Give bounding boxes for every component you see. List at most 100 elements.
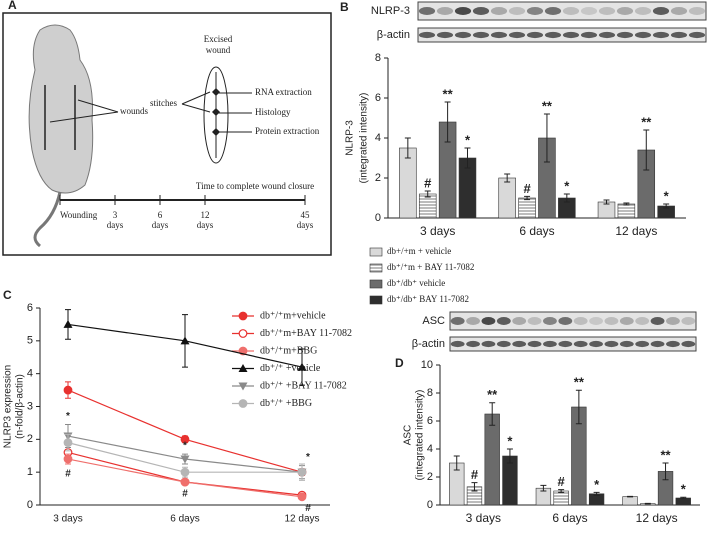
panel-label: A <box>8 0 17 12</box>
blot-band <box>496 317 511 325</box>
blot-band <box>450 340 465 348</box>
blot-band <box>558 317 573 325</box>
point <box>297 362 307 371</box>
blot-band <box>436 7 454 15</box>
blot-label: β-actin <box>377 29 410 41</box>
protein-label: Protein extraction <box>255 126 320 136</box>
significance-label: ** <box>487 387 498 402</box>
arrow <box>181 91 211 105</box>
blot-band <box>562 31 580 39</box>
bar <box>498 177 516 219</box>
significance-label: # <box>182 488 188 499</box>
point <box>297 467 307 477</box>
y-tick-label: 2 <box>427 471 433 483</box>
blot-band <box>454 31 472 39</box>
error-bar <box>627 495 634 498</box>
y-tick-label: 4 <box>427 443 433 455</box>
legend-label: db⁺/⁺ +BBG <box>260 398 312 409</box>
y-tick-label: 4 <box>27 368 33 380</box>
legend-label: db⁺/⁺m+BAY 11-7082 <box>260 328 352 339</box>
significance-label: * <box>66 411 70 422</box>
x-tick-label: 3 days <box>53 514 82 525</box>
x-tick-label: 12 days <box>615 224 657 238</box>
error-bar <box>543 113 550 163</box>
error-bar <box>506 448 513 464</box>
x-tick-label: 12 days <box>636 511 678 525</box>
legend-marker <box>238 329 248 338</box>
significance-label: * <box>507 433 513 448</box>
significance-label: # <box>558 474 566 489</box>
y-tick-label: 8 <box>375 52 381 64</box>
legend-label: db⁺/⁺m+vehicle <box>260 310 326 321</box>
legend-label: db⁺/⁺ +BAY 11-7082 <box>260 380 347 391</box>
error-bar <box>464 147 471 169</box>
significance-label: ** <box>443 86 454 101</box>
legend-label: db⁺/⁺ +vehicle <box>260 363 321 374</box>
legend-marker <box>238 399 248 408</box>
blot-band <box>670 7 688 15</box>
significance-label: * <box>664 188 670 203</box>
error-bar <box>603 199 610 205</box>
significance-label: * <box>465 132 471 147</box>
blot-band <box>616 7 634 15</box>
timeline-label: 3 <box>113 210 118 220</box>
excised-label: wound <box>206 45 231 55</box>
significance-label: * <box>183 441 187 452</box>
significance-label: # <box>523 181 531 196</box>
panel-a: A wounds Excised wound stitches RNA extr… <box>2 0 332 256</box>
blot-band <box>635 317 650 325</box>
blot-band <box>558 340 573 348</box>
panel-label: B <box>340 0 349 14</box>
excised-label: Excised <box>204 34 233 44</box>
blot-band <box>512 340 527 348</box>
blot-label: NLRP-3 <box>371 5 410 17</box>
error-bar <box>558 489 565 493</box>
legend-swatch <box>369 295 383 305</box>
point <box>63 438 73 448</box>
arrow <box>181 103 211 113</box>
legend-swatch <box>369 263 383 273</box>
y-tick-label: 6 <box>375 92 381 104</box>
blot-band <box>526 31 544 39</box>
y-tick-label: 0 <box>375 212 381 224</box>
blot-band <box>598 31 616 39</box>
panel-label: C <box>3 288 12 302</box>
blot-band <box>619 317 634 325</box>
blot-band <box>508 31 526 39</box>
y-axis-title: NLRP-3 <box>345 120 356 156</box>
blot-band <box>527 317 542 325</box>
blot-band <box>634 31 652 39</box>
blot-band <box>527 340 542 348</box>
blot-band <box>466 340 480 348</box>
blot-band <box>472 7 490 15</box>
histology-label: Histology <box>255 107 291 117</box>
error-bar <box>424 190 431 198</box>
blot-band <box>481 317 496 325</box>
timeline-label: 6 <box>158 210 163 220</box>
legend-label: db⁺/⁺m+BBG <box>260 345 317 356</box>
legend-label: db+/+m + vehicle <box>387 246 451 256</box>
y-axis-title: ASC <box>403 425 414 446</box>
blot-band <box>666 340 680 348</box>
panel-label: D <box>395 356 404 370</box>
blot-band <box>508 7 526 15</box>
blot-band <box>616 31 634 39</box>
significance-label: * <box>681 482 687 497</box>
error-bar <box>593 491 600 496</box>
blot-band <box>490 31 508 39</box>
significance-label: ** <box>641 114 652 129</box>
significance-label: ** <box>660 447 671 462</box>
blot-strip <box>449 311 697 331</box>
bar <box>418 193 437 219</box>
legend-swatch <box>369 247 383 257</box>
bar <box>553 490 569 506</box>
y-tick-label: 6 <box>27 302 33 314</box>
legend-marker <box>238 382 248 391</box>
blot-band <box>650 340 665 348</box>
blot-band <box>589 340 603 348</box>
y-tick-label: 2 <box>27 433 33 445</box>
blot-band <box>580 7 598 15</box>
